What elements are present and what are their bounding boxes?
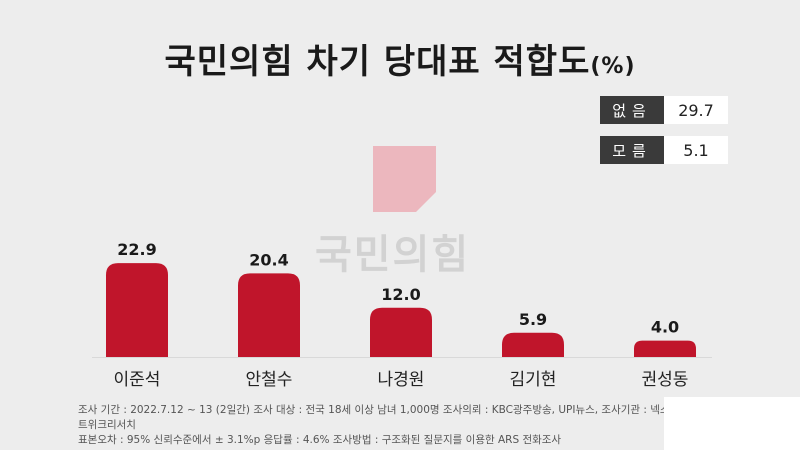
- other-value-none: 29.7: [664, 96, 728, 124]
- value-label-3: 5.9: [519, 310, 547, 329]
- chart-baseline: [92, 357, 712, 358]
- value-label-1: 20.4: [249, 250, 288, 269]
- category-label-1: 안철수: [246, 370, 293, 390]
- party-name-watermark: 국민의힘: [315, 232, 471, 278]
- bar-4: [634, 340, 696, 357]
- logo-shape: [373, 146, 436, 212]
- value-label-2: 12.0: [381, 285, 420, 304]
- category-label-3: 김기현: [510, 370, 557, 390]
- category-label-2: 나경원: [378, 370, 425, 390]
- chart-title: 국민의힘 차기 당대표 적합도(%): [0, 34, 800, 83]
- bar-1: [238, 273, 300, 357]
- category-label-4: 권성동: [642, 370, 689, 390]
- bar-3: [502, 332, 564, 357]
- bar-0: [106, 263, 168, 357]
- other-label-none: 없음: [600, 96, 664, 124]
- footnote-line-1: 조사 기간 : 2022.7.12 ~ 13 (2일간) 조사 대상 : 전국 …: [78, 404, 670, 431]
- title-unit: (%): [590, 54, 636, 79]
- other-value-unknown: 5.1: [664, 136, 728, 164]
- footnote-line-2: 표본오차 : 95% 신뢰수준에서 ± 3.1%p 응답률 : 4.6% 조사방…: [78, 434, 562, 446]
- value-label-4: 4.0: [651, 318, 679, 337]
- survey-footnote: 조사 기간 : 2022.7.12 ~ 13 (2일간) 조사 대상 : 전국 …: [78, 403, 678, 448]
- party-logo-watermark: [373, 146, 436, 212]
- other-response-none: 없음 29.7: [600, 96, 728, 124]
- bar-2: [370, 307, 432, 357]
- other-label-unknown: 모름: [600, 136, 664, 164]
- other-response-unknown: 모름 5.1: [600, 136, 728, 164]
- blank-box: [664, 397, 800, 450]
- value-label-0: 22.9: [117, 240, 156, 259]
- category-label-0: 이준석: [114, 370, 161, 390]
- title-main: 국민의힘 차기 당대표 적합도: [164, 42, 591, 82]
